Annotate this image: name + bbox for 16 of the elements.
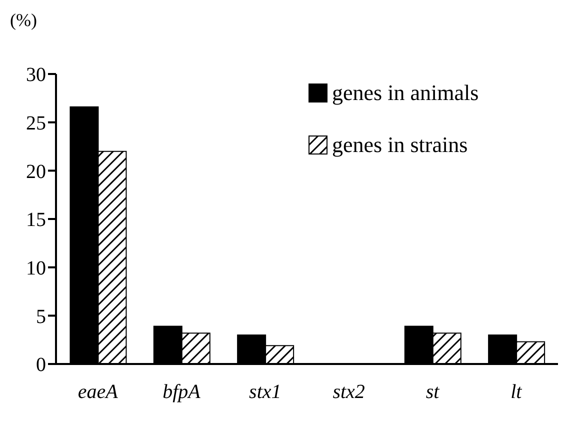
y-tick-label: 5: [36, 306, 46, 328]
x-tick-label: eaeA: [78, 381, 119, 404]
x-tick-label: st: [426, 381, 440, 404]
y-tick-label: 10: [26, 257, 46, 280]
y-axis-title: (%): [10, 10, 37, 31]
x-tick-label: stx1: [249, 381, 282, 404]
y-tick-label: 30: [26, 64, 46, 86]
y-tick-label: 25: [26, 112, 46, 134]
y-tick-label: 0: [36, 354, 46, 376]
x-tick-label: lt: [510, 381, 522, 404]
legend-label: genes in animals: [332, 80, 479, 106]
x-tick-label: stx2: [332, 381, 365, 404]
y-tick-label: 20: [26, 160, 46, 183]
legend-label: genes in strains: [332, 132, 468, 158]
x-tick-label: bfpA: [162, 381, 202, 404]
y-tick-label: 15: [26, 209, 46, 232]
